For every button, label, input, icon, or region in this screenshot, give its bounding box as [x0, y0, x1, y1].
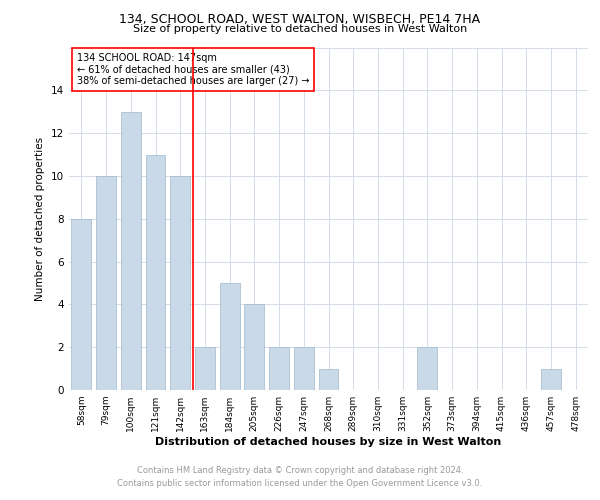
Bar: [220, 283, 239, 390]
X-axis label: Distribution of detached houses by size in West Walton: Distribution of detached houses by size …: [155, 437, 502, 447]
Y-axis label: Number of detached properties: Number of detached properties: [35, 136, 46, 301]
Bar: [71, 219, 91, 390]
Bar: [319, 368, 338, 390]
Bar: [418, 347, 437, 390]
Text: Size of property relative to detached houses in West Walton: Size of property relative to detached ho…: [133, 24, 467, 34]
Bar: [541, 368, 561, 390]
Text: 134, SCHOOL ROAD, WEST WALTON, WISBECH, PE14 7HA: 134, SCHOOL ROAD, WEST WALTON, WISBECH, …: [119, 12, 481, 26]
Bar: [269, 347, 289, 390]
Bar: [244, 304, 264, 390]
Text: 134 SCHOOL ROAD: 147sqm
← 61% of detached houses are smaller (43)
38% of semi-de: 134 SCHOOL ROAD: 147sqm ← 61% of detache…: [77, 52, 309, 86]
Text: Contains HM Land Registry data © Crown copyright and database right 2024.
Contai: Contains HM Land Registry data © Crown c…: [118, 466, 482, 487]
Bar: [294, 347, 314, 390]
Bar: [170, 176, 190, 390]
Bar: [146, 154, 166, 390]
Bar: [121, 112, 140, 390]
Bar: [195, 347, 215, 390]
Bar: [96, 176, 116, 390]
